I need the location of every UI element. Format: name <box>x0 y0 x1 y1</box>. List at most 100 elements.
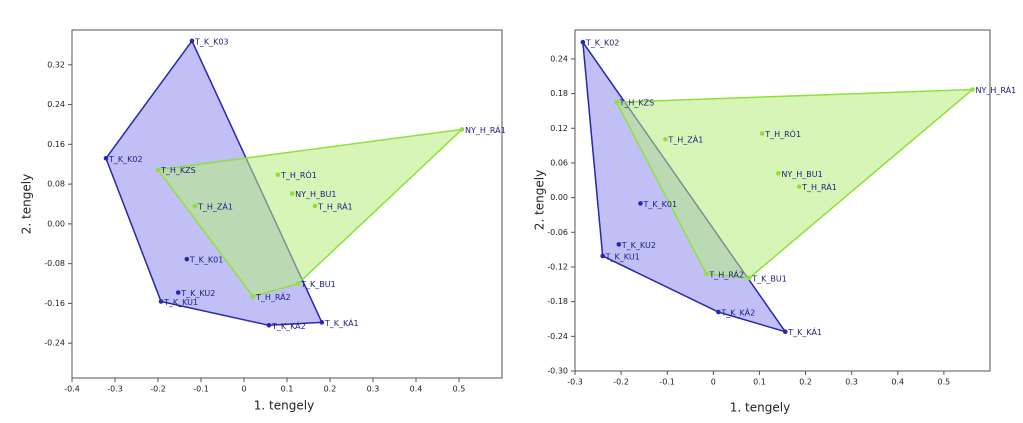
x-tick-label: -0.4 <box>64 385 80 394</box>
x-tick-label: 0.4 <box>891 378 904 387</box>
point-label: T_H_KZS <box>160 166 196 175</box>
y-tick-label: -0.06 <box>547 228 568 237</box>
point <box>295 281 301 286</box>
point <box>970 87 975 92</box>
point <box>289 191 295 196</box>
x-tick-label: 0.5 <box>453 385 466 394</box>
point-label: T_H_ZÁ1 <box>197 200 233 211</box>
x-tick-label: -0.3 <box>567 378 583 387</box>
x-tick-label: -0.1 <box>193 385 209 394</box>
point <box>275 172 281 177</box>
x-tick-label: -0.2 <box>613 378 629 387</box>
point-label: T_K_KÁ1 <box>324 317 359 328</box>
y-tick-label: 0.00 <box>47 219 65 228</box>
point <box>175 290 181 295</box>
y-tick-label: -0.08 <box>44 259 65 268</box>
x-axis-title: 1. tengely <box>730 401 790 415</box>
point <box>192 203 198 209</box>
y-tick-label: 0.00 <box>550 193 568 202</box>
point <box>704 271 709 277</box>
point-label: NY_H_RÁ1 <box>975 84 1016 95</box>
y-axis-title: 2. tengely <box>533 170 547 230</box>
point <box>103 155 109 161</box>
point <box>759 131 765 136</box>
point-label: T_K_KÁ2 <box>720 307 755 318</box>
point-label: T_K_BU1 <box>751 274 787 283</box>
point <box>189 38 195 44</box>
point <box>716 309 721 315</box>
point <box>776 171 781 176</box>
point-label: T_H_RÁ2 <box>708 268 744 279</box>
chart: -0.4 -0.3 -0.2 -0.1 0 0.1 0.2 0.3 0.4 0.5 -0.24 -0.… <box>20 29 506 413</box>
x-tick-label: 0.1 <box>281 385 294 394</box>
chart: -0.3 -0.2 -0.1 0 0.1 0.2 0.3 0.4 0.5 -0.30 -0.24 -0… <box>533 29 1016 415</box>
point-label: T_K_KÁ2 <box>271 320 306 331</box>
y-tick-label: 0.32 <box>47 60 65 69</box>
point-label: T_K_KU1 <box>605 252 640 261</box>
y-tick-label: 0.24 <box>550 54 568 63</box>
x-tick-label: -0.2 <box>150 385 166 394</box>
point-label: T_H_RÁ1 <box>317 200 353 211</box>
point-label: T_H_RÁ2 <box>255 291 291 302</box>
y-tick-label: -0.24 <box>547 332 568 341</box>
point-label: T_H_KZS <box>619 99 655 108</box>
point-label: NY_H_BU1 <box>295 190 336 199</box>
y-tick-label: 0.24 <box>47 100 65 109</box>
y-tick-label: -0.18 <box>547 297 568 306</box>
point <box>184 256 190 262</box>
point <box>266 323 272 328</box>
point-label: T_H_RÁ1 <box>801 181 837 192</box>
point <box>319 320 325 325</box>
x-tick-label: 0.2 <box>324 385 337 394</box>
y-tick-label: -0.12 <box>547 262 568 271</box>
x-tick-label: 0.3 <box>845 378 858 387</box>
point-label: T_H_ZÁ1 <box>667 134 703 145</box>
y-tick-label: 0.12 <box>550 124 568 133</box>
x-tick-label: 0 <box>711 378 716 387</box>
x-tick-label: 0.3 <box>367 385 380 394</box>
point <box>614 99 619 105</box>
point <box>459 127 465 132</box>
x-tick-label: 0 <box>241 385 246 394</box>
x-tick-label: 0.5 <box>938 378 951 387</box>
point-label: T_K_K02 <box>108 155 143 164</box>
point <box>638 201 643 206</box>
point <box>312 203 318 209</box>
point-label: NY_H_RÁ1 <box>465 124 506 135</box>
point <box>796 184 802 189</box>
point-label: T_H_RÓ1 <box>280 169 317 180</box>
point-label: T_H_RÓ1 <box>764 128 801 139</box>
point-label: NY_H_BU1 <box>781 170 822 179</box>
plot-frame <box>574 29 991 372</box>
point <box>663 136 668 142</box>
point-label: T_K_KÁ1 <box>787 326 822 337</box>
y-tick-label: 0.16 <box>47 140 65 149</box>
y-tick-label: -0.24 <box>44 339 65 348</box>
y-axis-title: 2. tengely <box>20 174 34 234</box>
x-tick-label: 0.1 <box>753 378 766 387</box>
point-label: T_K_K01 <box>642 200 677 209</box>
point <box>616 242 622 247</box>
y-tick-label: -0.16 <box>44 299 65 308</box>
point-label: T_K_K03 <box>194 37 229 46</box>
x-tick-label: 0.4 <box>410 385 423 394</box>
x-axis-title: 1. tengely <box>254 399 314 413</box>
y-tick-label: -0.30 <box>547 367 568 376</box>
point-label: T_K_KU2 <box>180 289 215 298</box>
y-tick-label: 0.08 <box>47 180 65 189</box>
point-label: T_K_KU2 <box>621 241 656 250</box>
point <box>747 275 752 281</box>
y-tick-label: 0.06 <box>550 158 568 167</box>
point-label: T_K_K01 <box>189 256 224 265</box>
x-tick-label: 0.2 <box>799 378 812 387</box>
point <box>782 329 788 334</box>
point <box>250 294 256 299</box>
x-tick-label: -0.3 <box>107 385 123 394</box>
point <box>158 299 164 304</box>
x-tick-label: -0.1 <box>659 378 675 387</box>
point <box>155 167 161 172</box>
point-label: T_K_K02 <box>585 39 620 48</box>
point <box>580 39 586 45</box>
y-tick-label: 0.18 <box>550 89 568 98</box>
